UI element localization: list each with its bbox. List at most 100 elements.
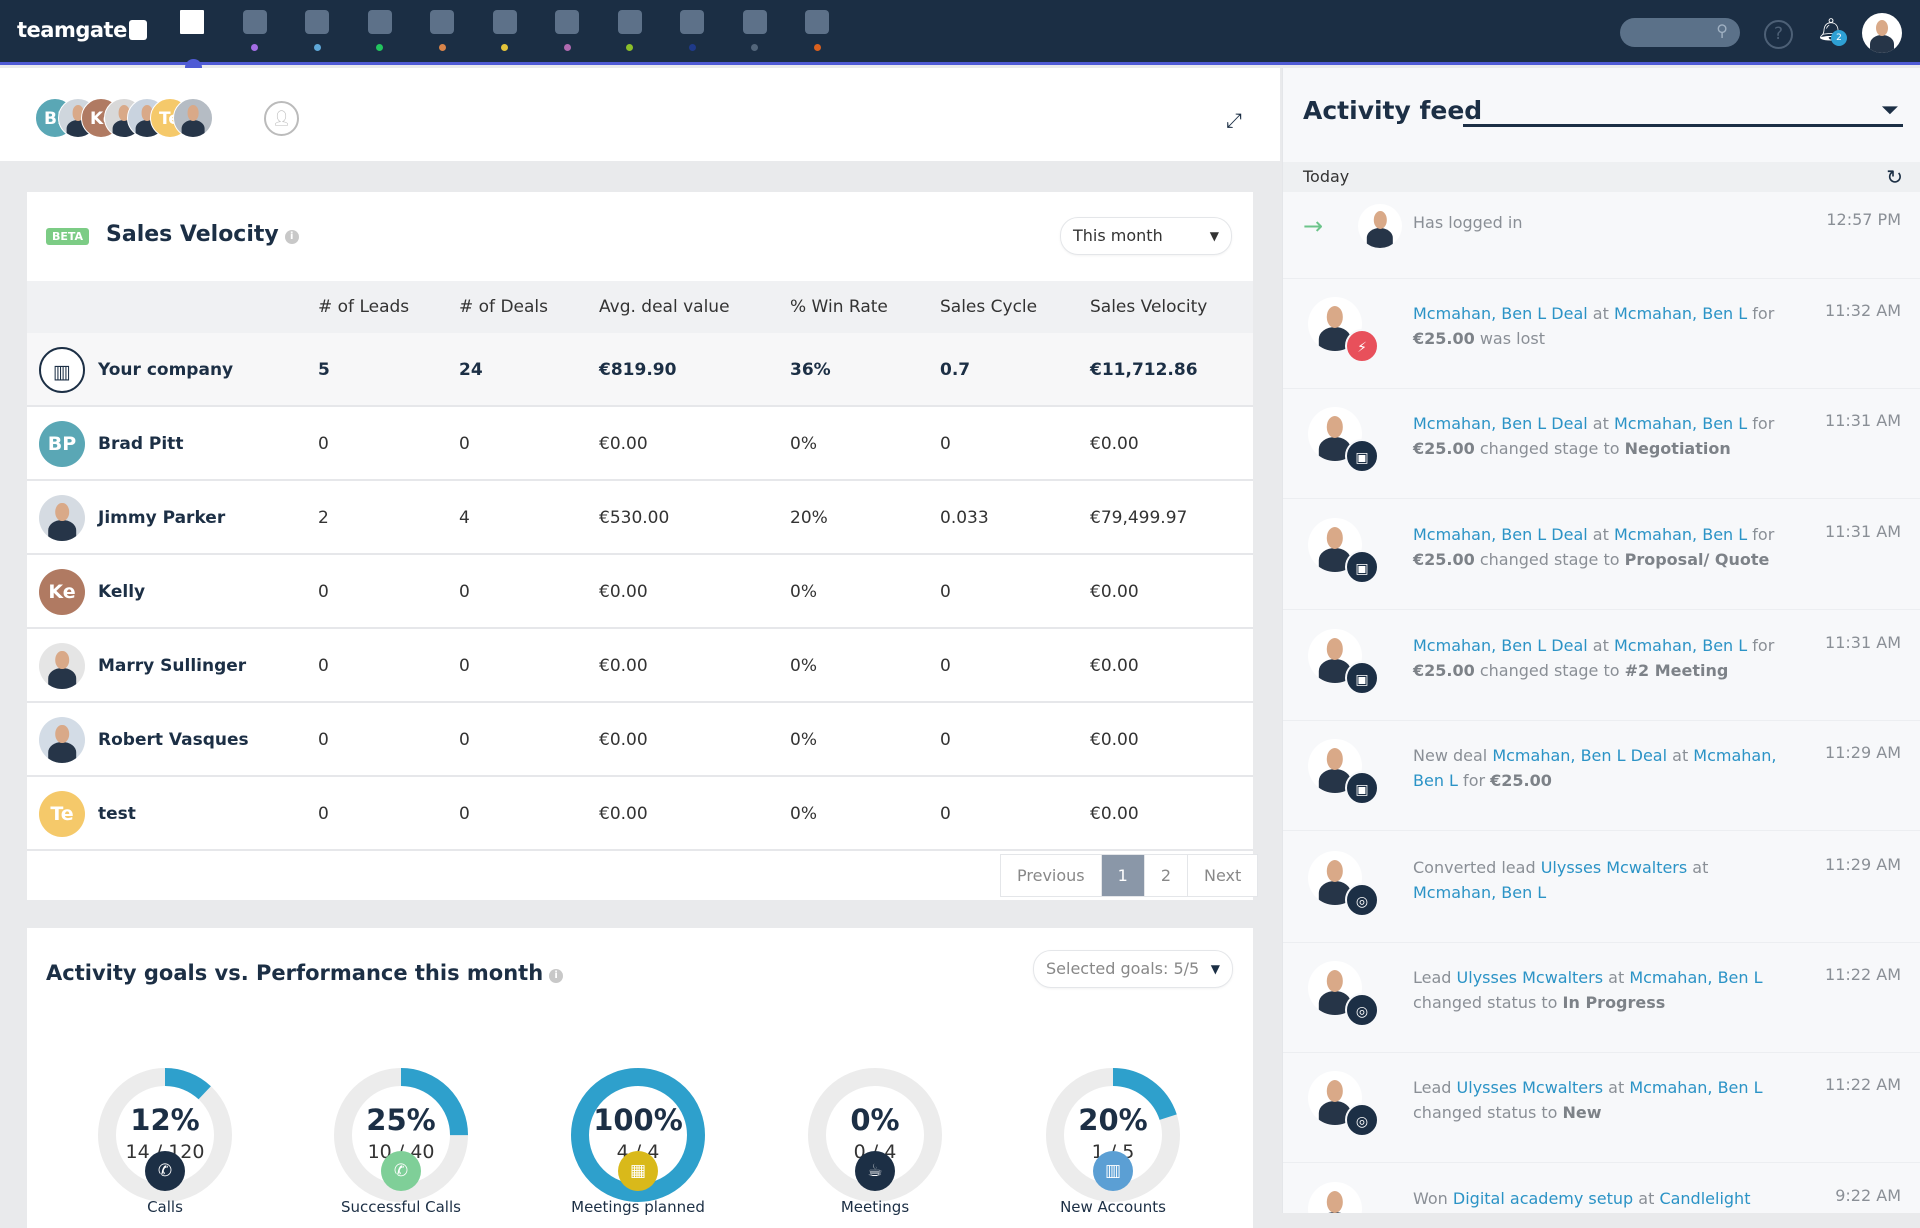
goal-label: Calls xyxy=(147,1198,183,1216)
nav-item[interactable] xyxy=(547,8,587,51)
feed-link[interactable]: Mcmahan, Ben L Deal xyxy=(1492,746,1668,765)
widget-title: Activity goals vs. Performance this mont… xyxy=(46,961,564,985)
nav-item[interactable] xyxy=(672,8,712,51)
teamgate-logo[interactable]: teamgate xyxy=(17,18,147,42)
row-name[interactable]: Brad Pitt xyxy=(98,434,184,454)
row-name[interactable]: Your company xyxy=(98,360,234,380)
user-avatar[interactable] xyxy=(1308,1071,1362,1125)
nav-item[interactable] xyxy=(297,8,337,51)
column-header[interactable]: # of Deals xyxy=(459,297,548,317)
previous-page-button[interactable]: Previous xyxy=(1001,855,1102,896)
feed-text: Mcmahan, Ben L Deal at Mcmahan, Ben L fo… xyxy=(1413,411,1783,461)
row-name[interactable]: test xyxy=(98,804,136,824)
widget-title: Sales Velocity i xyxy=(106,222,299,247)
feed-link[interactable]: Mcmahan, Ben L xyxy=(1613,525,1748,544)
feed-time: 11:32 AM xyxy=(1825,301,1901,320)
feed-link[interactable]: Ulysses Mcwalters xyxy=(1540,858,1688,877)
feed-link[interactable]: Mcmahan, Ben L Deal xyxy=(1413,304,1588,323)
team-avatar[interactable] xyxy=(173,98,213,138)
row-name[interactable]: Marry Sullinger xyxy=(98,656,247,676)
nav-item[interactable] xyxy=(360,8,400,51)
column-header[interactable]: Sales Cycle xyxy=(940,297,1038,317)
cell-value: 0% xyxy=(790,582,817,602)
feed-text-segment: at xyxy=(1667,746,1694,765)
column-header[interactable]: # of Leads xyxy=(318,297,410,317)
donut-progress xyxy=(334,1068,468,1202)
select-users-button[interactable]: 👤︎ xyxy=(264,101,299,136)
feed-item: ▣ Mcmahan, Ben L Deal at Mcmahan, Ben L f… xyxy=(1283,500,1920,610)
feed-link[interactable]: Mcmahan, Ben L xyxy=(1413,746,1777,790)
feed-text-segment: at xyxy=(1587,636,1614,655)
cell-value: 0 xyxy=(318,582,329,602)
target-icon: ◎ xyxy=(1345,1103,1379,1137)
notifications-button[interactable]: 🔔︎ 2 xyxy=(1817,18,1847,46)
products-bag-icon xyxy=(555,10,579,34)
user-avatar[interactable] xyxy=(1862,13,1902,53)
feed-text-segment: Lead xyxy=(1413,968,1457,987)
expand-icon[interactable]: ⤢ xyxy=(1226,108,1242,132)
feed-link[interactable]: Ulysses Mcwalters xyxy=(1456,968,1604,987)
column-header[interactable]: % Win Rate xyxy=(790,297,888,317)
user-avatar[interactable] xyxy=(1308,1182,1362,1213)
contacts-icon xyxy=(367,10,392,34)
feed-link[interactable]: Mcmahan, Ben L xyxy=(1613,636,1748,655)
feed-link[interactable]: Ulysses Mcwalters xyxy=(1456,1078,1604,1097)
cell-value: 5 xyxy=(318,360,330,380)
feed-link[interactable]: Mcmahan, Ben L Deal xyxy=(1413,636,1588,655)
row-name[interactable]: Kelly xyxy=(98,582,146,602)
nav-item[interactable] xyxy=(172,8,212,48)
feed-link[interactable]: Candlelight Table xyxy=(1659,1189,1751,1208)
column-header[interactable]: Avg. deal value xyxy=(599,297,730,317)
goal-percent: 12% xyxy=(130,1103,200,1137)
feed-link[interactable]: Digital academy setup xyxy=(1452,1189,1634,1208)
column-header[interactable]: Sales Velocity xyxy=(1090,297,1208,317)
activity-feed-panel: Activity feed ⏷ Today ↻ → Has logged in 12:… xyxy=(1282,68,1920,1213)
feed-text-segment: for xyxy=(1747,636,1775,655)
nav-item[interactable] xyxy=(735,8,775,51)
nav-color-dot xyxy=(563,44,571,51)
feed-text-segment: for xyxy=(1457,771,1491,790)
search-input[interactable]: ⚲ xyxy=(1620,18,1740,47)
info-icon[interactable]: i xyxy=(284,230,299,244)
nav-item[interactable] xyxy=(485,8,525,51)
sales-velocity-widget: BETA Sales Velocity i This month ▼ # of Le… xyxy=(27,192,1259,900)
nav-item[interactable] xyxy=(797,8,837,51)
refresh-icon[interactable]: ↻ xyxy=(1886,165,1903,189)
feed-link[interactable]: Mcmahan, Ben L xyxy=(1613,304,1748,323)
help-button[interactable]: ? xyxy=(1764,20,1793,49)
feed-emphasis: €25.00 xyxy=(1490,771,1552,790)
info-icon[interactable]: i xyxy=(549,969,564,983)
page-1-button[interactable]: 1 xyxy=(1101,855,1145,896)
next-page-button[interactable]: Next xyxy=(1204,866,1242,885)
title-underline xyxy=(1463,124,1903,127)
group-label: Today xyxy=(1303,167,1350,186)
feed-link[interactable]: Mcmahan, Ben L Deal xyxy=(1413,525,1588,544)
nav-item[interactable] xyxy=(422,8,462,51)
cell-value: €0.00 xyxy=(1090,730,1139,750)
nav-color-dot xyxy=(313,44,321,51)
reports-pie-icon xyxy=(680,10,704,34)
row-name[interactable]: Jimmy Parker xyxy=(98,508,226,528)
feed-text: Lead Ulysses Mcwalters at Mcmahan, Ben L… xyxy=(1413,1075,1783,1125)
user-avatar[interactable] xyxy=(1358,204,1402,248)
cell-value: 24 xyxy=(459,360,483,380)
period-select[interactable]: This month ▼ xyxy=(1060,217,1232,255)
goal-label: Meetings planned xyxy=(571,1198,705,1216)
feed-link[interactable]: Mcmahan, Ben L xyxy=(1613,414,1748,433)
cell-value: 36% xyxy=(790,360,831,380)
selected-goals-select[interactable]: Selected goals: 5/5 ▼ xyxy=(1033,950,1233,988)
cell-value: €0.00 xyxy=(1090,656,1139,676)
feed-link[interactable]: Mcmahan, Ben L xyxy=(1413,883,1547,902)
filter-icon[interactable]: ⏷ xyxy=(1881,98,1899,123)
nav-item[interactable] xyxy=(235,8,275,51)
feed-link[interactable]: Mcmahan, Ben L xyxy=(1629,1078,1763,1097)
page-2-button[interactable]: 2 xyxy=(1145,855,1188,896)
feed-link[interactable]: Mcmahan, Ben L Deal xyxy=(1413,414,1588,433)
donut-progress xyxy=(98,1068,232,1202)
feed-time: 11:31 AM xyxy=(1825,522,1901,541)
nav-item[interactable] xyxy=(610,8,650,51)
briefcase-icon: ▣ xyxy=(1345,439,1379,473)
feed-link[interactable]: Mcmahan, Ben L xyxy=(1629,968,1763,987)
feed-text-segment: at xyxy=(1633,1189,1660,1208)
row-name[interactable]: Robert Vasques xyxy=(98,730,249,750)
